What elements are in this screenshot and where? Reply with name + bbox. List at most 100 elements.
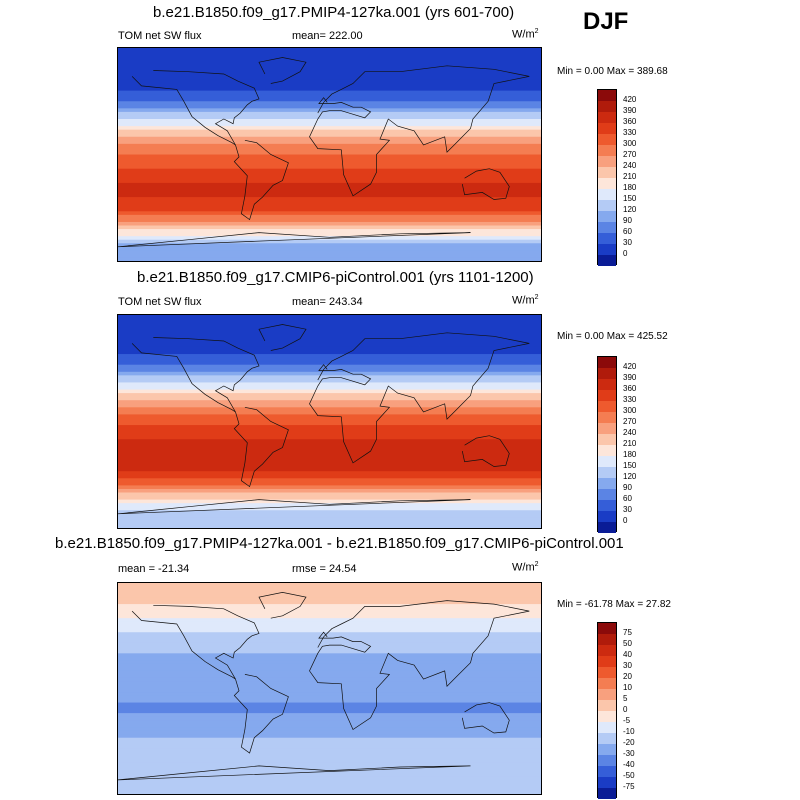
panel-3-map-band [118,734,541,739]
panel-1-colorbar-swatch [598,112,616,123]
panel-3-map-band [118,730,541,735]
season-label: DJF [583,8,629,35]
panel-3-map-band [118,670,541,676]
panel-2-map-band [118,513,541,518]
panel-3-map-coastline [118,765,471,781]
panel-3-colorbar-tick-label: 50 [623,639,632,648]
panel-2-map-band [118,481,541,486]
panel-1-units: W/m2 [512,28,539,41]
panel-2-map-band [118,520,541,526]
panel-2-map-band [118,467,541,472]
panel-2-map-band [118,371,541,376]
panel-1-map-band [118,246,541,251]
panel-1-colorbar-tick-label: 30 [623,238,632,247]
panel-3-colorbar-tick-label: -5 [623,716,631,725]
panel-1-colorbar-swatch [598,134,616,145]
panel-3-colorbar-swatch [598,656,616,667]
panel-2-map-band [118,400,541,405]
panel-1-map-band [118,126,541,131]
panel-2-map [117,314,542,529]
panel-1-colorbar-swatch [598,200,616,211]
panel-2-colorbar-swatch [598,357,616,368]
panel-1-colorbar-tick-label: 120 [623,205,637,214]
panel-3-map-band [118,614,541,619]
panel-3-colorbar-swatch [598,689,616,700]
panel-1-map-band [118,122,541,127]
panel-2-colorbar-swatch [598,489,616,500]
panel-3-map-band [118,583,541,588]
panel-1-map-band [118,76,541,81]
panel-3-map-band [118,720,541,725]
panel-1-map-band [118,200,541,205]
panel-1-map-band [118,239,541,244]
panel-3-map-band [118,765,541,770]
panel-2-map-band [118,460,541,465]
panel-1-map-coastline [461,168,510,200]
panel-3-colorbar-swatch [598,744,616,755]
panel-2-colorbar-swatch [598,456,616,467]
panel-2-map-band [118,464,541,469]
panel-1-map-band [118,253,541,259]
panel-3-units: W/m2 [512,561,539,574]
panel-1-map-coastline [258,57,307,84]
panel-1-map-band [118,218,541,223]
panel-1-map-coastline [233,139,289,221]
panel-1-map-band [118,69,541,74]
panel-1-map-band [118,72,541,77]
panel-1-map-band [118,136,541,141]
panel-1-colorbar-tick-label: 60 [623,227,632,236]
panel-3-map-band [118,593,541,598]
panel-3-map-band [118,649,541,654]
panel-1-colorbar-swatch [598,189,616,200]
panel-2-map-band [118,364,541,369]
panel-3-map-band [118,692,541,697]
panel-3-map-coastline [258,592,307,619]
panel-3-map-band [118,674,541,679]
panel-2-map-band [118,510,541,515]
panel-1-map [117,47,542,262]
panel-3-map-band [118,677,541,683]
panel-1-map-band [118,87,541,92]
panel-3-colorbar-swatch [598,645,616,656]
panel-1-map-coastline [118,232,471,248]
panel-2-map-coastline [258,324,307,351]
panel-2-map-band [118,457,541,462]
panel-2-map-band [118,339,541,344]
panel-1-map-band [118,225,541,230]
panel-1-map-band [118,179,541,184]
panel-2-colorbar-tick-label: 0 [623,516,628,525]
panel-2-map-band [118,336,541,341]
panel-1-map-band [118,250,541,255]
panel-1-map-band [118,143,541,148]
panel-3-colorbar-tick-label: 30 [623,661,632,670]
panel-3-map-band [118,604,541,609]
panel-3-map-coastline [461,702,510,734]
panel-2-map-band [118,425,541,430]
panel-1-map-band [118,172,541,177]
panel-3-rmse-label: rmse = 24.54 [292,563,357,575]
panel-3-map-band [118,772,541,778]
panel-1-map-band [118,229,541,234]
panel-3-colorbar-swatches [597,622,617,799]
panel-3-map-band [118,779,541,785]
panel-2-colorbar-tick-label: 210 [623,439,637,448]
panel-1-map-band [118,190,541,195]
panel-3-colorbar-tick-label: -30 [623,749,635,758]
panel-3-colorbar-swatch [598,766,616,777]
panel-2-map-band [118,325,541,330]
panel-2-colorbar-tick-label: 150 [623,461,637,470]
panel-3-map-band [118,699,541,704]
panel-3-map-band [118,586,541,591]
panel-2-map-band [118,506,541,511]
panel-2-map-band [118,354,541,359]
panel-1-map-band [118,48,541,53]
panel-3-map-band [118,663,541,668]
panel-2-map-band [118,435,541,440]
panel-2-map-coastline [118,499,471,515]
panel-1-title: b.e21.B1850.f09_g17.PMIP4-127ka.001 (yrs… [153,4,515,21]
panel-1-map-band [118,182,541,188]
panel-2-colorbar-tick-label: 270 [623,417,637,426]
panel-1-colorbar-tick-label: 330 [623,128,637,137]
panel-2-colorbar-swatch [598,434,616,445]
panel-2-map-band [118,432,541,437]
